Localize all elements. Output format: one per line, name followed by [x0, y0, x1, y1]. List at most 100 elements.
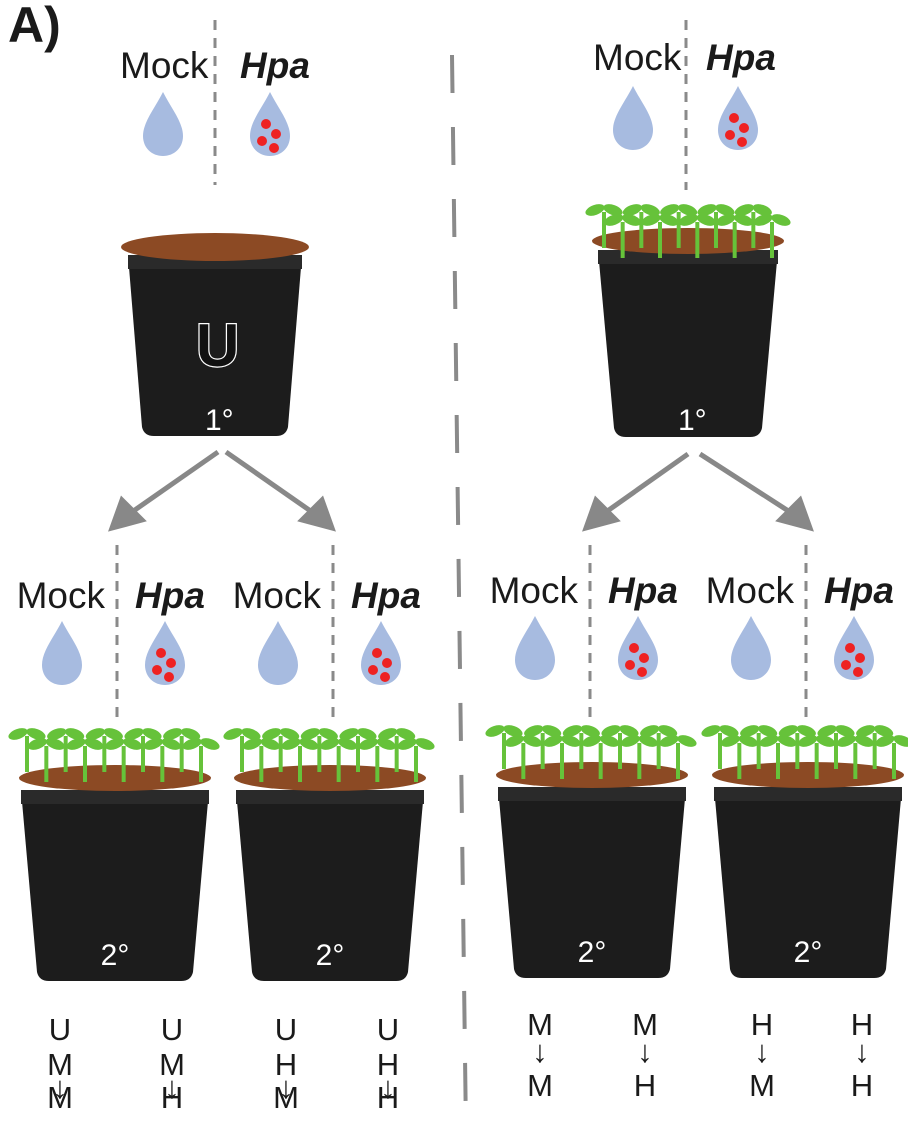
- sequence-arrow: ↓: [754, 1034, 770, 1069]
- spore-droplet-icon: [250, 92, 290, 156]
- sequence-step: H: [851, 1068, 873, 1103]
- sequence-step: M: [47, 1047, 73, 1082]
- secondary-pot-label: 2°: [578, 936, 607, 969]
- seedling-icon: [182, 738, 220, 782]
- secondary-pot-group: Mock Hpa 2°: [223, 545, 435, 981]
- seedling-icon: [105, 738, 143, 782]
- treatment-sequence: H↓H: [851, 1007, 873, 1103]
- plant-pot-icon: 2°: [223, 728, 435, 981]
- secondary-pot-label: 2°: [101, 939, 130, 972]
- water-droplet-icon: [42, 621, 82, 685]
- treatment-sequence: UH↓M: [273, 1012, 299, 1115]
- seedling-icon: [836, 735, 874, 779]
- primary-pot-label: 1°: [678, 404, 707, 437]
- seedling-icon: [620, 735, 658, 779]
- sequence-arrow: ↓: [637, 1034, 653, 1069]
- seedling-icon: [734, 204, 772, 248]
- seedling-icon: [759, 735, 797, 779]
- seedling-icon: [875, 735, 908, 779]
- water-droplet-icon: [515, 616, 555, 680]
- seedling-icon: [8, 728, 46, 772]
- sequence-arrow: ↓: [52, 1070, 68, 1105]
- seedling-icon: [604, 214, 642, 258]
- treatment-sequence: UM↓M: [47, 1012, 73, 1115]
- panel-label: A): [8, 0, 61, 53]
- treatment-sequence: UM↓H: [159, 1012, 185, 1115]
- sequence-step: H: [851, 1007, 873, 1042]
- seedling-icon: [582, 735, 620, 779]
- sequence-step: M: [273, 1080, 299, 1115]
- seedling-icon: [601, 725, 639, 769]
- treatment-sequence: H↓M: [749, 1007, 775, 1103]
- sequence-step: H: [275, 1047, 297, 1082]
- seedling-icon: [163, 728, 201, 772]
- soil-surface: [121, 233, 309, 261]
- water-droplet-icon: [731, 616, 771, 680]
- sequence-arrow: ↓: [380, 1070, 396, 1105]
- arrow-icon: [582, 451, 814, 532]
- sequence-step: M: [159, 1047, 185, 1082]
- mock-label: Mock: [120, 45, 209, 86]
- secondary-pot-group: Mock Hpa 2°: [485, 545, 697, 978]
- plant-pot-icon: 2°: [8, 728, 220, 981]
- sequence-step: H: [377, 1080, 399, 1115]
- seedling-icon: [817, 725, 855, 769]
- treatment-sequence: UH↓H: [377, 1012, 399, 1115]
- seedling-icon: [504, 735, 542, 779]
- seedling-icon: [124, 728, 162, 772]
- seedling-icon: [281, 738, 319, 782]
- plant-pot-icon: U 1°: [121, 233, 309, 437]
- secondary-pot-group: Mock Hpa 2°: [701, 545, 908, 978]
- seedling-icon: [543, 735, 581, 779]
- treatment-sequence: M↓H: [632, 1007, 658, 1103]
- hpa-label: Hpa: [351, 575, 421, 616]
- sequence-step: U: [49, 1012, 71, 1047]
- spore-droplet-icon: [834, 616, 874, 680]
- seedling-icon: [701, 725, 739, 769]
- hpa-label: Hpa: [240, 45, 310, 86]
- spore-droplet-icon: [718, 86, 758, 150]
- seedling-icon: [143, 738, 181, 782]
- seedling-icon: [622, 204, 660, 248]
- plant-pot-icon: 2°: [701, 725, 908, 978]
- hpa-label: Hpa: [824, 570, 894, 611]
- seedling-icon: [660, 204, 698, 248]
- top-left-treatments: Mock Hpa: [120, 20, 310, 185]
- sequence-step: M: [749, 1068, 775, 1103]
- sequence-step: U: [161, 1012, 183, 1047]
- plant-pot-icon: 1°: [585, 204, 791, 437]
- hpa-label: Hpa: [135, 575, 205, 616]
- sequence-step: H: [377, 1047, 399, 1082]
- primary-pot-label: 1°: [205, 404, 234, 437]
- unplanted-label: U: [196, 312, 239, 379]
- top-right-treatments: Mock Hpa: [593, 20, 776, 190]
- water-droplet-icon: [258, 621, 298, 685]
- seedling-icon: [397, 738, 435, 782]
- mock-label: Mock: [233, 575, 322, 616]
- plant-pot-icon: 2°: [485, 725, 697, 978]
- hpa-label: Hpa: [706, 37, 776, 78]
- seedling-icon: [697, 204, 735, 248]
- seedling-icon: [659, 735, 697, 779]
- sequence-step: M: [632, 1007, 658, 1042]
- seedling-icon: [378, 728, 416, 772]
- seedling-icon: [524, 725, 562, 769]
- seedling-icon: [641, 214, 679, 258]
- seedling-icon: [740, 725, 778, 769]
- spore-droplet-icon: [361, 621, 401, 685]
- sequence-step: M: [47, 1080, 73, 1115]
- seedling-icon: [27, 738, 65, 782]
- seedling-icon: [358, 738, 396, 782]
- seedling-icon: [242, 738, 280, 782]
- seedling-icon: [47, 728, 85, 772]
- secondary-pot-group: Mock Hpa 2°: [8, 545, 220, 981]
- seedling-icon: [778, 725, 816, 769]
- mock-label: Mock: [706, 570, 795, 611]
- sequence-step: U: [377, 1012, 399, 1047]
- mock-label: Mock: [593, 37, 682, 78]
- seedling-icon: [485, 725, 523, 769]
- spore-droplet-icon: [618, 616, 658, 680]
- sequence-arrow: ↓: [854, 1034, 870, 1069]
- seedling-icon: [585, 204, 623, 248]
